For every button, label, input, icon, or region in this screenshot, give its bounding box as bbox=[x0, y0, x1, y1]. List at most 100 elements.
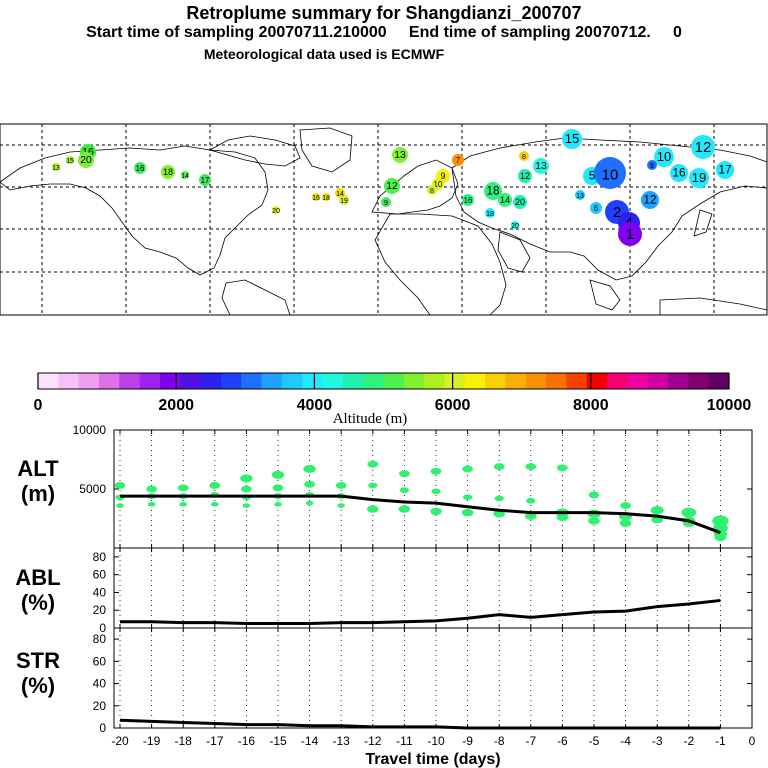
sampling-time-subtitle: Start time of sampling 20070711.210000 E… bbox=[86, 24, 682, 41]
met-data-subtitle: Meteorological data used is ECMWF bbox=[203, 46, 445, 62]
map-marker-day-label: 12 bbox=[695, 139, 712, 156]
chart-title: Retroplume summary for Shangdianzi_20070… bbox=[186, 3, 582, 23]
y-tick-label: 80 bbox=[93, 550, 107, 564]
str-unit: (%) bbox=[21, 673, 55, 698]
x-tick-label: -15 bbox=[269, 734, 287, 748]
alt-scatter-point bbox=[620, 502, 631, 509]
alt-scatter-point bbox=[240, 474, 253, 483]
x-tick-label: -12 bbox=[364, 734, 382, 748]
alt-scatter-point bbox=[335, 482, 347, 489]
map-marker-day-label: 16 bbox=[136, 164, 145, 173]
alt-scatter-point bbox=[274, 502, 282, 507]
map-plume-marker bbox=[199, 174, 211, 186]
colorbar-cell bbox=[38, 373, 59, 389]
map-plume-marker bbox=[52, 163, 60, 171]
alt-scatter-point bbox=[114, 482, 126, 489]
alt-scatter-point bbox=[525, 463, 537, 471]
x-tick-label: -4 bbox=[620, 734, 631, 748]
alt-scatter-point bbox=[714, 533, 727, 542]
colorbar-cell bbox=[261, 373, 283, 389]
alt-scatter-point bbox=[209, 482, 221, 489]
colorbar-cell bbox=[383, 373, 405, 389]
map-plume-marker bbox=[335, 188, 345, 198]
map-marker-day-label: 8 bbox=[430, 188, 434, 195]
map-marker-day-label: 18 bbox=[486, 211, 494, 218]
map-marker-day-label: 10 bbox=[434, 180, 443, 189]
colorbar-tick-label: 6000 bbox=[435, 397, 471, 414]
alt-scatter-point bbox=[556, 513, 569, 522]
map-marker-day-label: 17 bbox=[201, 176, 210, 185]
map-marker-day-label: 12 bbox=[520, 171, 530, 181]
alt-scatter-point bbox=[399, 487, 409, 494]
colorbar-cell bbox=[444, 373, 466, 389]
map-marker-day-label: 15 bbox=[565, 131, 579, 146]
map-plume-marker bbox=[670, 164, 688, 182]
colorbar-tick-label: 4000 bbox=[297, 397, 333, 414]
y-tick-label: 0 bbox=[99, 621, 106, 635]
alt-label: ALT bbox=[17, 456, 59, 481]
colorbar-cell bbox=[342, 373, 364, 389]
alt-scatter-point bbox=[368, 482, 378, 489]
map-plume-marker bbox=[272, 206, 280, 214]
alt-scatter-point bbox=[179, 502, 187, 507]
colorbar-cell bbox=[485, 373, 506, 389]
colorbar-tick-label: 0 bbox=[34, 397, 43, 414]
alt-scatter-point bbox=[557, 464, 568, 472]
colorbar-cell bbox=[363, 373, 384, 389]
colorbar-label: Altitude (m) bbox=[333, 411, 408, 427]
map-marker-day-label: 20 bbox=[80, 155, 92, 166]
colorbar-cell bbox=[159, 373, 181, 389]
map-marker-day-label: 1 bbox=[626, 226, 634, 243]
altitude-colorbar: 0 2000 4000 6000 8000 10000 Altitude (m) bbox=[34, 372, 751, 427]
map-plume-marker bbox=[575, 190, 585, 200]
alt-scatter-point bbox=[619, 519, 632, 527]
alt-scatter-point bbox=[367, 505, 379, 513]
colorbar-cell bbox=[586, 373, 608, 389]
map-marker-day-label: 18 bbox=[163, 167, 173, 177]
alt-scatter-point bbox=[304, 480, 315, 488]
map-marker-day-label: 13 bbox=[576, 193, 584, 200]
colorbar-cell bbox=[607, 373, 628, 389]
map-plume-marker bbox=[312, 193, 320, 201]
x-tick-label: -17 bbox=[206, 734, 224, 748]
colorbar-cell bbox=[627, 373, 649, 389]
map-marker-day-label: 10 bbox=[602, 166, 619, 183]
alt-scatter-point bbox=[116, 503, 124, 508]
colorbar-cell bbox=[200, 373, 222, 389]
alt-scatter-point bbox=[681, 507, 697, 518]
colorbar-tick-label: 2000 bbox=[158, 397, 194, 414]
y-tick-label: 10000 bbox=[73, 423, 107, 437]
map-marker-day-label: 10 bbox=[657, 149, 671, 164]
alt-scatter-point bbox=[588, 491, 600, 499]
map-plume-marker bbox=[66, 156, 74, 164]
alt-scatter-point bbox=[241, 485, 252, 493]
alt-scatter-point bbox=[147, 502, 156, 507]
colorbar-cell bbox=[119, 373, 141, 389]
alt-scatter-point bbox=[430, 507, 442, 516]
alt-scatter-point bbox=[431, 488, 441, 495]
map-plume-marker bbox=[484, 182, 502, 200]
map-marker-day-label: 6 bbox=[594, 204, 598, 213]
map-plume-marker bbox=[594, 157, 626, 189]
map-plume-marker bbox=[716, 161, 734, 179]
alt-scatter-point bbox=[305, 500, 314, 506]
y-tick-label: 40 bbox=[93, 585, 107, 599]
map-plume-marker bbox=[641, 191, 659, 209]
abl-line bbox=[120, 598, 721, 626]
map-markers: 1620131516181714137910128191416182091816… bbox=[52, 129, 734, 246]
x-tick-label: -3 bbox=[652, 734, 663, 748]
y-tick-label: 60 bbox=[93, 654, 107, 668]
alt-scatter-point bbox=[272, 484, 284, 492]
map-plume-marker bbox=[462, 194, 474, 206]
map-marker-day-label: 18 bbox=[322, 195, 330, 202]
map-marker-day-label: 16 bbox=[672, 167, 685, 180]
map-plume-marker bbox=[322, 193, 330, 201]
alt-scatter-point bbox=[430, 467, 442, 475]
map-plume-marker bbox=[498, 193, 512, 207]
colorbar-cell bbox=[688, 373, 710, 389]
map-marker-day-label: 12 bbox=[643, 194, 656, 207]
x-tick-label: -11 bbox=[396, 734, 413, 748]
